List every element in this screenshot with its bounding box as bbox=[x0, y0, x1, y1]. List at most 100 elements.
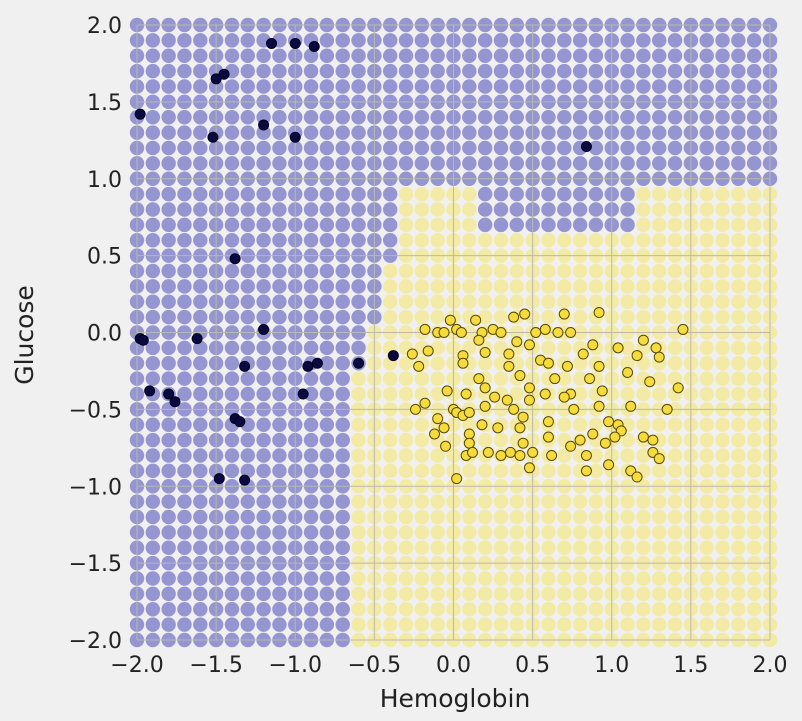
background-grid-dot bbox=[303, 294, 319, 309]
background-grid-dot bbox=[256, 294, 271, 309]
background-grid-dot bbox=[715, 140, 730, 156]
background-grid-dot bbox=[351, 217, 366, 233]
background-grid-dot bbox=[256, 463, 271, 479]
background-grid-dot bbox=[145, 33, 161, 48]
data-point-class-1 bbox=[603, 459, 615, 471]
background-grid-dot bbox=[620, 233, 635, 248]
background-grid-dot bbox=[572, 233, 588, 248]
background-grid-dot bbox=[177, 110, 192, 125]
data-point-class-1 bbox=[653, 453, 665, 465]
background-grid-dot bbox=[462, 125, 477, 140]
background-grid-dot bbox=[462, 233, 477, 248]
background-grid-dot bbox=[620, 140, 635, 156]
background-grid-dot bbox=[588, 463, 604, 479]
background-grid-dot bbox=[652, 140, 667, 156]
data-point-class-0 bbox=[239, 360, 251, 372]
background-grid-dot bbox=[145, 540, 161, 555]
background-grid-dot bbox=[557, 48, 572, 63]
background-grid-dot bbox=[541, 540, 556, 555]
background-grid-dot bbox=[715, 79, 730, 94]
background-grid-dot bbox=[398, 571, 414, 586]
background-grid-dot bbox=[715, 294, 730, 309]
data-point-class-1 bbox=[470, 314, 482, 326]
background-grid-dot bbox=[161, 463, 176, 479]
background-grid-dot bbox=[731, 386, 746, 402]
background-grid-dot bbox=[620, 540, 635, 555]
background-grid-dot bbox=[430, 494, 445, 509]
background-grid-dot bbox=[383, 371, 398, 386]
background-grid-dot bbox=[256, 540, 271, 555]
background-grid-dot bbox=[715, 125, 730, 140]
background-grid-dot bbox=[335, 110, 350, 125]
background-grid-dot bbox=[351, 186, 366, 202]
background-grid-dot bbox=[256, 494, 271, 509]
background-grid-dot bbox=[667, 356, 683, 371]
background-grid-dot bbox=[240, 525, 255, 540]
background-grid-dot bbox=[145, 233, 161, 248]
background-grid-dot bbox=[667, 540, 683, 555]
background-grid-dot bbox=[240, 279, 255, 294]
background-grid-dot bbox=[699, 233, 714, 248]
background-grid-dot bbox=[699, 186, 714, 202]
background-grid-dot bbox=[572, 494, 588, 509]
background-grid-dot bbox=[161, 340, 176, 356]
background-grid-dot bbox=[303, 386, 319, 402]
background-grid-dot bbox=[335, 125, 350, 140]
background-grid-dot bbox=[588, 586, 604, 602]
background-grid-dot bbox=[731, 33, 746, 48]
background-grid-dot bbox=[224, 463, 240, 479]
background-grid-dot bbox=[272, 110, 287, 125]
background-grid-dot bbox=[699, 294, 714, 309]
background-grid-dot bbox=[224, 279, 240, 294]
background-grid-dot bbox=[715, 617, 730, 632]
background-grid-dot bbox=[177, 571, 192, 586]
data-point-class-1 bbox=[593, 360, 605, 372]
background-grid-dot bbox=[303, 279, 319, 294]
background-grid-dot bbox=[636, 294, 651, 309]
background-grid-dot bbox=[414, 263, 430, 279]
background-grid-dot bbox=[477, 509, 493, 525]
background-grid-dot bbox=[667, 309, 683, 325]
background-grid-dot bbox=[414, 48, 430, 63]
background-grid-dot bbox=[414, 371, 430, 386]
data-point-class-0 bbox=[191, 333, 203, 345]
background-grid-dot bbox=[240, 371, 255, 386]
background-grid-dot bbox=[588, 279, 604, 294]
background-grid-dot bbox=[430, 586, 445, 602]
background-grid-dot bbox=[319, 386, 335, 402]
background-grid-dot bbox=[462, 156, 477, 171]
background-grid-dot bbox=[398, 279, 414, 294]
background-grid-dot bbox=[145, 340, 161, 356]
background-grid-dot bbox=[541, 494, 556, 509]
background-grid-dot bbox=[256, 371, 271, 386]
background-grid-dot bbox=[398, 217, 414, 233]
background-grid-dot bbox=[430, 448, 445, 463]
background-grid-dot bbox=[256, 356, 271, 371]
background-grid-dot bbox=[636, 33, 651, 48]
background-grid-dot bbox=[430, 571, 445, 586]
background-grid-dot bbox=[177, 294, 192, 309]
background-grid-dot bbox=[303, 417, 319, 432]
background-grid-dot bbox=[145, 294, 161, 309]
background-grid-dot bbox=[224, 448, 240, 463]
background-grid-dot bbox=[746, 33, 762, 48]
background-grid-dot bbox=[636, 156, 651, 171]
background-grid-dot bbox=[588, 125, 604, 140]
background-grid-dot bbox=[319, 263, 335, 279]
y-tick-label: −1.5 bbox=[69, 552, 122, 577]
background-grid-dot bbox=[256, 586, 271, 602]
background-grid-dot bbox=[303, 233, 319, 248]
background-grid-dot bbox=[351, 571, 366, 586]
background-grid-dot bbox=[636, 110, 651, 125]
background-grid-dot bbox=[746, 156, 762, 171]
background-grid-dot bbox=[177, 48, 192, 63]
background-grid-dot bbox=[414, 586, 430, 602]
background-grid-dot bbox=[177, 432, 192, 448]
background-grid-dot bbox=[588, 186, 604, 202]
background-grid-dot bbox=[652, 279, 667, 294]
background-grid-dot bbox=[383, 263, 398, 279]
background-grid-dot bbox=[224, 525, 240, 540]
background-grid-dot bbox=[477, 263, 493, 279]
background-grid-dot bbox=[335, 509, 350, 525]
background-grid-dot bbox=[509, 463, 524, 479]
